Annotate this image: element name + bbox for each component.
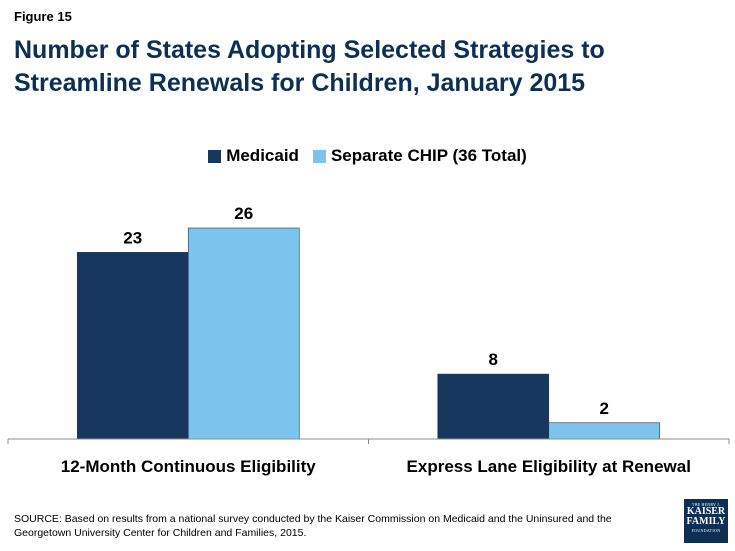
legend-item-chip: Separate CHIP (36 Total) xyxy=(312,146,527,166)
legend-label-medicaid: Medicaid xyxy=(226,146,299,165)
logo-line1: KAISER xyxy=(686,506,726,517)
logo-bottom-text: FOUNDATION xyxy=(691,528,721,533)
data-label-chip-1: 2 xyxy=(600,399,609,418)
logo-top-text: THE HENRY J. xyxy=(691,502,721,507)
bar-chart: 23 26 12-Month Continuous Eligibility 8 2 Exp… xyxy=(7,204,730,476)
legend-label-chip: Separate CHIP (36 Total) xyxy=(330,146,527,165)
x-tick-label-1: Express Lane Eligibility at Renewal xyxy=(407,457,691,476)
bar-medicaid-1 xyxy=(437,373,550,440)
logo-line2: FAMILY xyxy=(686,516,726,527)
bar-chip-1 xyxy=(548,422,661,440)
kff-logo: THE HENRY J. KAISER FAMILY FOUNDATION xyxy=(684,499,728,543)
legend-swatch-medicaid xyxy=(208,149,222,163)
source-note: SOURCE: Based on results from a national… xyxy=(14,513,612,539)
bar-chip-0 xyxy=(187,227,300,440)
legend-item-medicaid: Medicaid xyxy=(208,146,299,166)
chart-title: Number of States Adopting Selected Strat… xyxy=(14,36,605,97)
bar-medicaid-0 xyxy=(76,252,189,440)
legend: Medicaid Separate CHIP (36 Total) xyxy=(0,146,735,166)
data-label-medicaid-0: 23 xyxy=(123,228,142,247)
legend-swatch-chip xyxy=(312,149,326,163)
data-label-chip-0: 26 xyxy=(234,204,253,223)
x-tick-label-0: 12-Month Continuous Eligibility xyxy=(61,457,317,476)
data-label-medicaid-1: 8 xyxy=(489,350,498,369)
figure-label: Figure 15 xyxy=(14,9,72,24)
